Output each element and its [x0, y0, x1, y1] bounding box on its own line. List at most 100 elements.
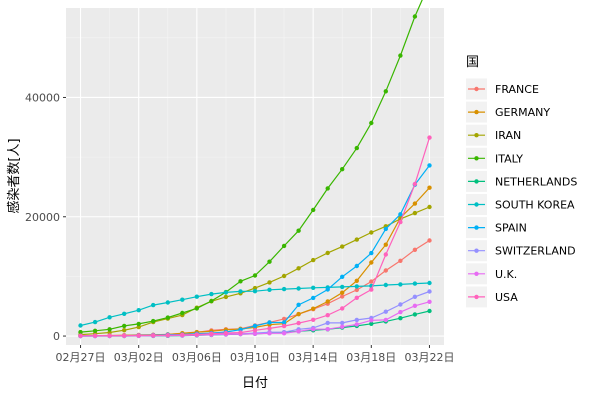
data-point-u-k	[252, 331, 258, 336]
data-point-south-korea	[354, 284, 359, 289]
y-axis-title: 感染者数[人]	[6, 138, 22, 213]
data-point-iran	[325, 250, 330, 256]
data-point-germany	[296, 311, 301, 317]
data-point-usa	[165, 333, 170, 338]
data-point-italy	[311, 207, 316, 213]
data-point-france	[354, 287, 359, 293]
axis-layer: 02月27日 03月02日 03月06日 03月10日 03月14日 03月18日 03月2…	[25, 91, 454, 364]
data-point-usa	[427, 135, 432, 140]
legend-label: SWITZERLAND	[495, 245, 576, 258]
data-point-france	[398, 258, 403, 263]
data-point-usa	[311, 317, 316, 322]
data-point-iran	[427, 204, 432, 210]
data-point-germany	[354, 278, 359, 283]
data-point-south-korea	[151, 302, 156, 308]
data-point-spain	[281, 320, 287, 325]
data-point-usa	[92, 333, 98, 338]
legend-item-italy: ITALY	[466, 147, 523, 169]
data-point-netherlands	[412, 312, 418, 317]
data-point-usa	[369, 287, 374, 292]
x-tick-label: 03月18日	[346, 351, 396, 364]
legend-item-iran: IRAN	[466, 124, 521, 146]
data-point-italy	[398, 53, 403, 58]
legend-item-france: FRANCE	[466, 78, 539, 100]
data-point-u-k	[398, 309, 403, 315]
data-point-spain	[427, 163, 432, 168]
y-tick-label: 40000	[25, 91, 60, 104]
data-point-usa	[325, 313, 330, 318]
data-point-usa	[136, 333, 141, 338]
data-point-iran	[412, 210, 418, 216]
data-point-usa	[180, 332, 185, 337]
data-point-usa	[281, 323, 287, 329]
legend-label: U.K.	[495, 268, 517, 281]
legend-label: GERMANY	[495, 106, 550, 119]
data-point-south-korea	[238, 289, 243, 294]
data-point-spain	[340, 274, 345, 279]
data-point-spain	[252, 323, 258, 329]
data-point-italy	[165, 315, 170, 320]
legend-item-south-korea: SOUTH KOREA	[466, 194, 575, 215]
legend-key-point	[474, 133, 479, 138]
y-tick-label: 20000	[25, 211, 60, 224]
legend-label: ITALY	[495, 152, 523, 165]
data-point-south-korea	[427, 280, 432, 286]
data-point-italy	[383, 89, 388, 94]
data-point-italy	[281, 243, 287, 249]
data-point-italy	[151, 318, 156, 324]
data-point-switzerland	[427, 289, 432, 294]
series-italy	[78, 0, 423, 335]
data-point-u-k	[369, 318, 374, 323]
legend-key-point	[474, 109, 479, 115]
data-point-south-korea	[122, 311, 127, 316]
data-point-france	[281, 316, 287, 322]
data-point-germany	[412, 201, 418, 206]
data-point-usa	[340, 306, 345, 311]
data-point-france	[383, 268, 388, 273]
legend-label: IRAN	[495, 129, 521, 142]
series-usa	[78, 135, 432, 338]
data-point-south-korea	[194, 294, 199, 299]
data-point-netherlands	[369, 321, 374, 326]
legend-key-point	[474, 294, 479, 300]
data-point-switzerland	[383, 309, 388, 314]
legend-item-spain: SPAIN	[466, 217, 527, 239]
data-point-usa	[267, 326, 272, 331]
legend-key-point	[474, 248, 479, 253]
data-point-italy	[122, 323, 127, 329]
data-point-italy	[267, 259, 272, 264]
data-point-switzerland	[325, 320, 330, 326]
data-point-iran	[311, 257, 316, 263]
x-tick-label: 03月14日	[288, 351, 338, 364]
data-point-usa	[194, 332, 199, 337]
data-point-switzerland	[354, 317, 359, 323]
data-point-u-k	[354, 322, 359, 327]
data-point-france	[427, 238, 432, 243]
data-point-italy	[78, 329, 83, 335]
data-point-south-korea	[223, 290, 229, 295]
data-point-u-k	[412, 303, 418, 308]
data-point-spain	[296, 302, 301, 307]
legend-item-switzerland: SWITZERLAND	[466, 240, 576, 262]
legend-key-point	[474, 156, 479, 161]
data-point-france	[369, 279, 374, 284]
legend-item-netherlands: NETHERLANDS	[466, 170, 577, 192]
data-point-usa	[151, 333, 156, 338]
data-point-italy	[107, 327, 112, 332]
data-point-u-k	[325, 327, 330, 332]
x-tick-label: 02月27日	[56, 351, 106, 364]
legend-title: 国	[466, 55, 479, 70]
data-point-south-korea	[311, 285, 316, 290]
data-point-iran	[107, 330, 112, 335]
data-point-iran	[281, 273, 287, 279]
grid-minor	[66, 8, 444, 345]
data-point-italy	[180, 310, 185, 316]
data-point-usa	[209, 331, 214, 336]
data-point-italy	[296, 228, 301, 233]
data-point-france	[412, 247, 418, 252]
legend: 国 FRANCE GERMANY IRAN ITALY NETHERLANDS SOUTH…	[466, 55, 577, 308]
data-point-usa	[398, 219, 403, 225]
data-point-usa	[383, 252, 388, 257]
data-point-usa	[223, 330, 229, 336]
legend-key-point	[474, 271, 479, 276]
